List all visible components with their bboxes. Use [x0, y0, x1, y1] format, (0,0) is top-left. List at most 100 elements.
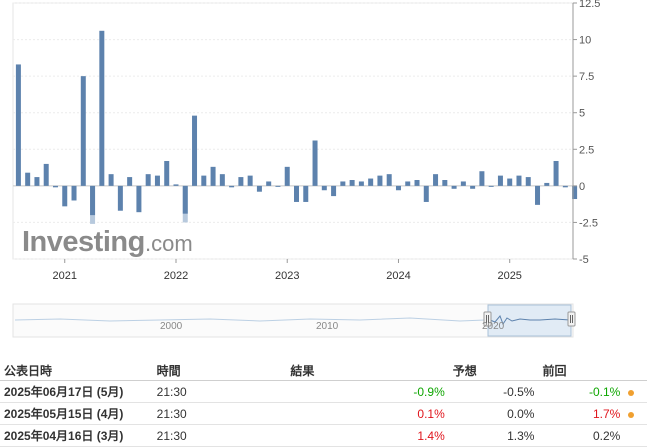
bar[interactable] — [460, 181, 466, 186]
y-tick-label: 5 — [579, 108, 585, 120]
bar[interactable] — [52, 185, 58, 188]
header-forecast[interactable]: 予想 — [448, 360, 539, 381]
bar[interactable] — [470, 185, 476, 189]
bar[interactable] — [562, 185, 568, 188]
bar[interactable] — [164, 160, 170, 186]
navigator-right-handle[interactable] — [567, 311, 576, 327]
bar[interactable] — [99, 30, 105, 186]
bar[interactable] — [386, 174, 392, 186]
bar[interactable] — [238, 177, 244, 186]
bar[interactable] — [62, 185, 68, 207]
bar[interactable] — [294, 185, 299, 202]
watermark-logo: Investing .com — [22, 226, 193, 258]
bar[interactable] — [553, 160, 559, 186]
header-actual[interactable]: 結果 — [286, 360, 449, 381]
row-actual: -0.9% — [286, 380, 449, 403]
navigator-selection-line — [489, 315, 571, 326]
bars — [15, 30, 578, 224]
bar[interactable] — [192, 115, 198, 186]
revised-dot-icon[interactable] — [628, 389, 635, 396]
y-tick-label: 10 — [579, 35, 591, 47]
x-tick-label: 2024 — [386, 270, 410, 282]
bar[interactable] — [525, 177, 531, 186]
bar[interactable] — [34, 177, 40, 186]
bar[interactable] — [275, 185, 281, 187]
y-tick-label: 7.5 — [579, 71, 594, 83]
bar[interactable] — [136, 185, 142, 213]
bar[interactable] — [25, 172, 31, 186]
bar[interactable] — [303, 185, 309, 202]
bar[interactable] — [572, 185, 578, 200]
row-time: 21:30 — [152, 380, 287, 403]
revised-dot-icon[interactable] — [628, 411, 635, 418]
bar[interactable] — [266, 181, 272, 186]
bar[interactable] — [516, 175, 522, 186]
bar[interactable] — [312, 140, 318, 186]
bar[interactable] — [442, 180, 448, 186]
bar[interactable] — [284, 166, 290, 186]
bar[interactable] — [256, 185, 262, 192]
row-date: 2025年04月16日 (3月) — [0, 424, 153, 447]
bar[interactable] — [451, 185, 457, 189]
header-previous[interactable]: 前回 — [538, 360, 625, 381]
bar[interactable] — [80, 76, 86, 186]
bar[interactable] — [358, 181, 364, 186]
bar[interactable] — [507, 178, 513, 186]
bar[interactable] — [377, 175, 383, 186]
bar[interactable] — [117, 185, 123, 211]
bar[interactable] — [145, 174, 151, 186]
bar[interactable] — [349, 180, 355, 186]
bar[interactable] — [488, 185, 494, 187]
x-axis: 2021 2022 2023 2024 2025 — [53, 259, 522, 282]
bar[interactable] — [479, 171, 485, 186]
header-date[interactable]: 公表日時 — [0, 360, 153, 381]
header-time[interactable]: 時間 — [152, 360, 287, 381]
bar[interactable] — [423, 185, 429, 202]
bar[interactable] — [535, 185, 541, 205]
bar[interactable] — [321, 185, 327, 191]
bar[interactable] — [219, 174, 225, 186]
bar[interactable] — [331, 185, 337, 197]
row-revision — [624, 424, 647, 447]
bar[interactable] — [43, 163, 49, 186]
time-navigator[interactable]: 2000 2010 2020 — [12, 303, 576, 338]
bar[interactable] — [182, 185, 188, 214]
bar[interactable] — [201, 175, 207, 186]
bar[interactable] — [154, 175, 160, 186]
row-forecast: 0.0% — [448, 402, 539, 425]
economic-events-table: 公表日時 時間 結果 予想 前回 2025年06月17日 (5月) 21:30 … — [0, 360, 647, 447]
bar[interactable] — [108, 174, 114, 186]
navigator-left-handle[interactable] — [483, 311, 492, 327]
bar[interactable] — [368, 178, 374, 186]
bar[interactable] — [127, 177, 133, 186]
navigator-label-2000: 2000 — [160, 321, 183, 332]
y-tick-label: -2.5 — [579, 217, 598, 229]
row-actual: 1.4% — [286, 424, 449, 447]
bar[interactable] — [15, 64, 21, 186]
bar[interactable] — [71, 185, 77, 201]
bar[interactable] — [90, 185, 96, 216]
bar[interactable] — [497, 175, 503, 186]
bar[interactable] — [247, 175, 253, 186]
y-tick-label: 0 — [579, 181, 585, 193]
bar[interactable] — [405, 181, 411, 186]
x-tick-label: 2021 — [53, 270, 77, 282]
bar[interactable] — [229, 185, 235, 188]
bar[interactable] — [210, 166, 216, 186]
bar[interactable] — [544, 182, 550, 186]
y-tick-label: 12.5 — [579, 0, 600, 10]
y-tick-label: -5 — [579, 254, 589, 266]
navigator-history-line — [14, 317, 486, 322]
table-row: 2025年04月16日 (3月) 21:30 1.4% 1.3% 0.2% — [0, 424, 647, 447]
watermark-suffix: .com — [145, 231, 193, 256]
plot-area — [12, 2, 574, 260]
bar[interactable] — [340, 181, 346, 186]
bar[interactable] — [414, 180, 420, 186]
bar[interactable] — [433, 174, 439, 186]
row-forecast: 1.3% — [448, 424, 539, 447]
x-tick-label: 2023 — [275, 270, 299, 282]
bar[interactable] — [395, 185, 401, 191]
row-previous: 0.2% — [538, 424, 625, 447]
bar[interactable] — [173, 184, 179, 186]
